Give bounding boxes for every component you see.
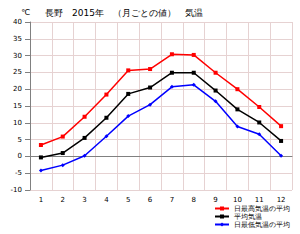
svg-text:5: 5 bbox=[18, 136, 22, 144]
svg-text:-5: -5 bbox=[15, 169, 22, 177]
svg-text:12: 12 bbox=[277, 196, 286, 204]
svg-text:10: 10 bbox=[233, 196, 242, 204]
svg-text:日最低気温の平均: 日最低気温の平均 bbox=[234, 221, 290, 229]
svg-text:4: 4 bbox=[104, 196, 109, 204]
svg-text:5: 5 bbox=[126, 196, 130, 204]
svg-text:℃: ℃ bbox=[21, 8, 30, 17]
svg-text:0: 0 bbox=[18, 152, 22, 160]
svg-text:6: 6 bbox=[148, 196, 153, 204]
svg-text:25: 25 bbox=[13, 68, 22, 76]
svg-text:平均気温: 平均気温 bbox=[234, 213, 262, 221]
svg-text:20: 20 bbox=[13, 85, 22, 93]
svg-text:10: 10 bbox=[13, 119, 22, 127]
svg-text:35: 35 bbox=[13, 35, 22, 43]
svg-text:9: 9 bbox=[213, 196, 217, 204]
svg-text:30: 30 bbox=[13, 52, 22, 60]
svg-text:11: 11 bbox=[255, 196, 264, 204]
svg-text:15: 15 bbox=[13, 102, 22, 110]
svg-text:長野 2015年 （月ごとの値） 気温: 長野 2015年 （月ごとの値） 気温 bbox=[45, 8, 203, 18]
svg-text:40: 40 bbox=[13, 18, 22, 26]
svg-text:8: 8 bbox=[192, 196, 196, 204]
svg-text:日最高気温の平均: 日最高気温の平均 bbox=[234, 205, 290, 213]
svg-text:-10: -10 bbox=[11, 186, 22, 194]
svg-text:3: 3 bbox=[82, 196, 86, 204]
svg-text:1: 1 bbox=[39, 196, 43, 204]
svg-text:7: 7 bbox=[170, 196, 174, 204]
svg-text:2: 2 bbox=[61, 196, 65, 204]
